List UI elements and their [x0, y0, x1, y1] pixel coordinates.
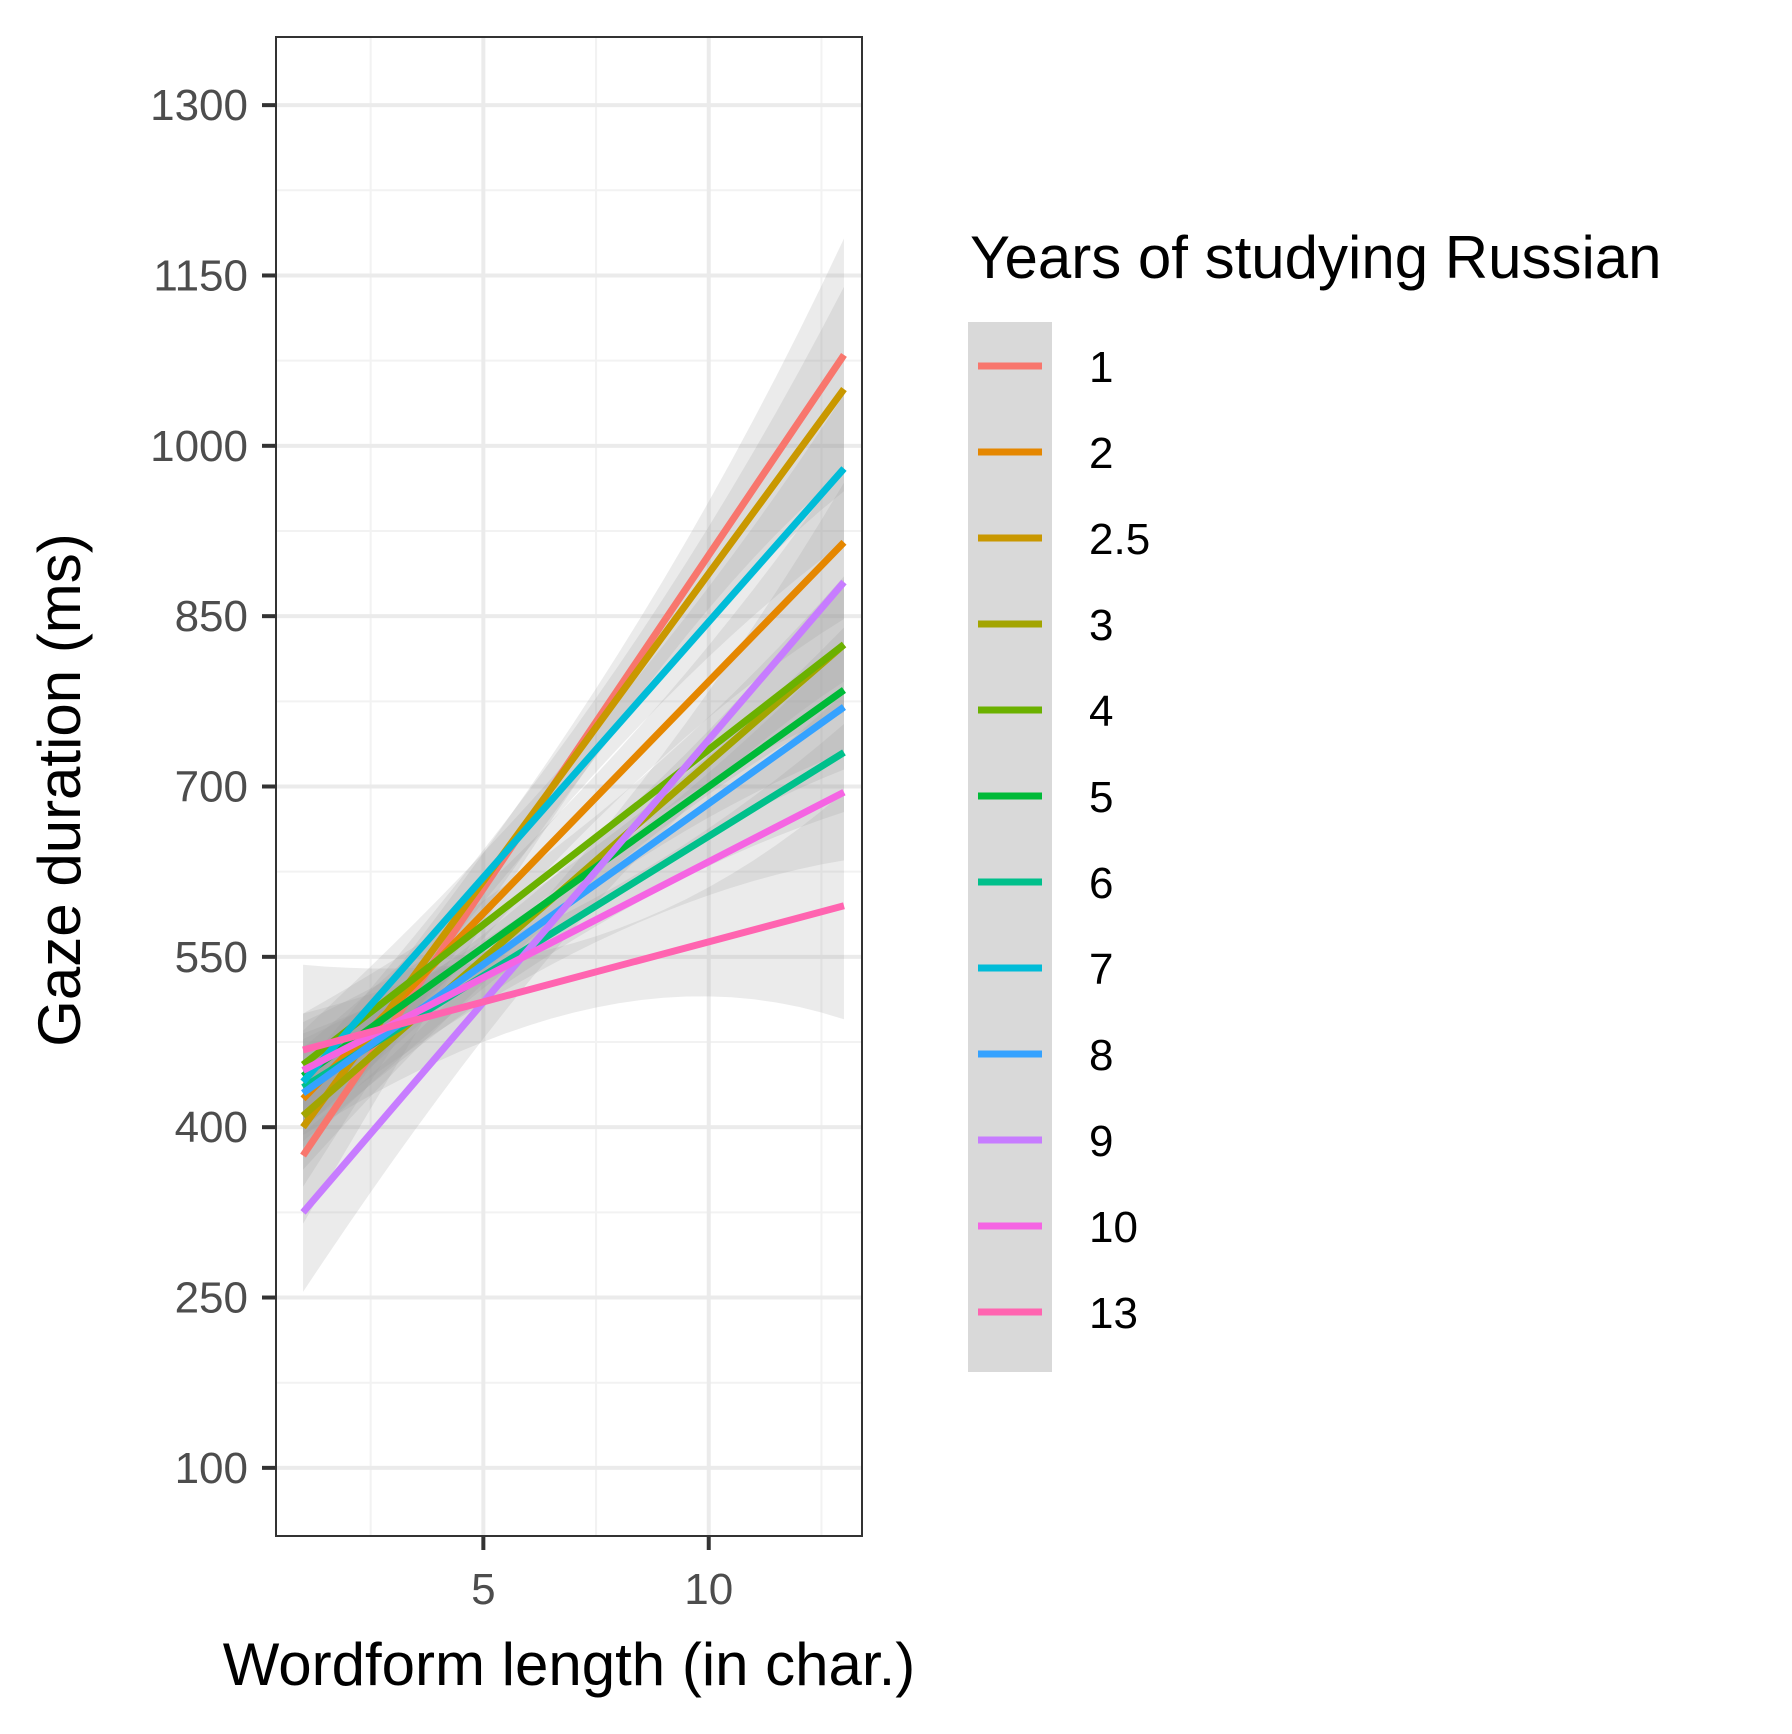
legend-label: 10	[1089, 1203, 1138, 1252]
legend-label: 2	[1089, 429, 1113, 478]
legend-title: Years of studying Russian	[970, 224, 1662, 291]
legend-item-3: 3	[978, 601, 1113, 650]
major-gridlines	[276, 37, 862, 1536]
legend-item-9: 9	[978, 1117, 1113, 1166]
y-tick-label: 1150	[153, 251, 248, 300]
y-tick-label: 850	[175, 592, 248, 641]
legend-item-8: 8	[978, 1031, 1113, 1080]
legend-label: 2.5	[1089, 515, 1150, 564]
legend-item-6: 6	[978, 859, 1113, 908]
legend-item-5: 5	[978, 773, 1113, 822]
series-line-13	[302, 902, 845, 1054]
legend-keys-background	[968, 322, 1052, 1372]
legend-items: 1 2 2.5 3 4 5 6 7 8 9 10 13	[978, 343, 1150, 1338]
series-line-7	[300, 466, 847, 1085]
y-tick-label: 400	[175, 1103, 248, 1152]
legend-label: 3	[1089, 601, 1113, 650]
legend-item-10: 10	[978, 1203, 1138, 1252]
series-line-5	[301, 687, 847, 1079]
ci-ribbon-10	[303, 724, 844, 1128]
legend-item-13: 13	[978, 1289, 1138, 1338]
legend-item-4: 4	[978, 687, 1113, 736]
series-line-9	[300, 579, 847, 1215]
legend-item-1: 1	[978, 343, 1113, 392]
y-tick-label: 100	[175, 1444, 248, 1493]
legend-label: 6	[1089, 859, 1113, 908]
legend-item-2: 2	[978, 429, 1113, 478]
y-tick-label: 250	[175, 1274, 248, 1323]
legend-label: 5	[1089, 773, 1113, 822]
ci-ribbon-3	[303, 579, 844, 1170]
x-axis: 5 10	[471, 1536, 733, 1614]
legend: Years of studying Russian 1 2 2.5 3 4 5 6 7 8 9 10…	[968, 224, 1662, 1372]
legend-label: 8	[1089, 1031, 1113, 1080]
legend-item-2-5: 2.5	[978, 515, 1150, 564]
series-line-4	[300, 641, 847, 1068]
x-axis-title: Wordform length (in char.)	[223, 1631, 916, 1698]
series-line-2-5	[300, 386, 847, 1130]
legend-item-7: 7	[978, 945, 1113, 994]
ci-ribbon-13	[303, 792, 844, 1136]
y-tick-label: 700	[175, 763, 248, 812]
legend-label: 1	[1089, 343, 1113, 392]
y-tick-label: 1000	[150, 422, 248, 471]
legend-label: 9	[1089, 1117, 1113, 1166]
series-lines	[300, 353, 847, 1215]
legend-label: 4	[1089, 687, 1113, 736]
x-tick-label: 5	[471, 1565, 495, 1614]
x-tick-label: 10	[684, 1565, 733, 1614]
y-axis: 100 250 400 550 700 850 1000 1150 1300	[150, 81, 276, 1493]
y-axis-title: Gaze duration (ms)	[26, 533, 93, 1047]
legend-label: 7	[1089, 945, 1113, 994]
plot-panel	[275, 36, 863, 1537]
y-tick-label: 1300	[150, 81, 248, 130]
legend-label: 13	[1089, 1289, 1138, 1338]
y-tick-label: 550	[175, 933, 248, 982]
